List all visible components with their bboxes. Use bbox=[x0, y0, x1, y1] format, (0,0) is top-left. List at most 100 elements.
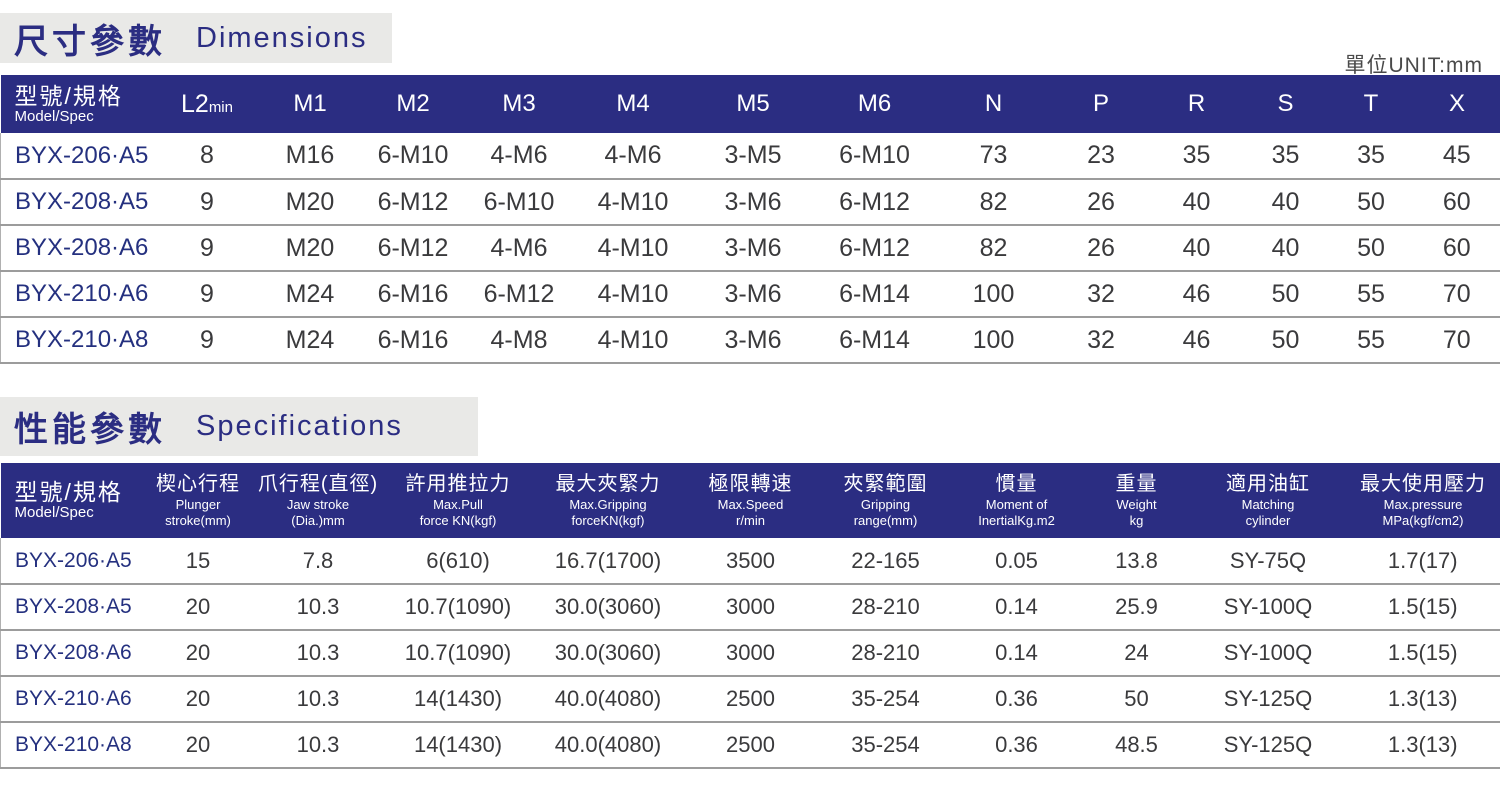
value-cell: 50 bbox=[1243, 271, 1329, 317]
model-spec-column-header: 型號/規格 Model/Spec bbox=[1, 75, 156, 133]
column-header-zh: 爪行程(直徑) bbox=[256, 472, 381, 497]
column-header: M5 bbox=[693, 75, 814, 133]
value-cell: 20 bbox=[141, 676, 256, 722]
value-cell: 70 bbox=[1414, 317, 1500, 363]
value-cell: 1.7(17) bbox=[1346, 538, 1500, 584]
model-cell: BYX-206·A5 bbox=[1, 538, 141, 584]
value-cell: 23 bbox=[1052, 133, 1151, 179]
value-cell: 40 bbox=[1243, 179, 1329, 225]
value-cell: 46 bbox=[1151, 271, 1243, 317]
value-cell: 70 bbox=[1414, 271, 1500, 317]
value-cell: 82 bbox=[936, 225, 1052, 271]
value-cell: 55 bbox=[1329, 271, 1414, 317]
value-cell: 50 bbox=[1083, 676, 1191, 722]
value-cell: 8 bbox=[156, 133, 259, 179]
value-cell: 10.3 bbox=[256, 676, 381, 722]
value-cell: 3-M6 bbox=[693, 225, 814, 271]
model-header-en: Model/Spec bbox=[15, 109, 156, 126]
column-header-en: Max.Speed r/min bbox=[681, 497, 821, 528]
column-header-zh: 慣量 bbox=[951, 472, 1083, 497]
value-cell: 6-M12 bbox=[814, 225, 936, 271]
value-cell: 3-M5 bbox=[693, 133, 814, 179]
value-cell: M16 bbox=[259, 133, 362, 179]
value-cell: 1.5(15) bbox=[1346, 584, 1500, 630]
column-header: R bbox=[1151, 75, 1243, 133]
column-header: N bbox=[936, 75, 1052, 133]
column-header-en: Max.Gripping forceKN(kgf) bbox=[536, 497, 681, 528]
value-cell: 6-M10 bbox=[465, 179, 574, 225]
value-cell: 35-254 bbox=[821, 676, 951, 722]
value-cell: 25.9 bbox=[1083, 584, 1191, 630]
value-cell: 46 bbox=[1151, 317, 1243, 363]
value-cell: 10.3 bbox=[256, 630, 381, 676]
value-cell: 26 bbox=[1052, 225, 1151, 271]
value-cell: 3-M6 bbox=[693, 271, 814, 317]
value-cell: 40 bbox=[1243, 225, 1329, 271]
value-cell: 9 bbox=[156, 271, 259, 317]
dimensions-title-en: Dimensions bbox=[196, 22, 368, 55]
value-cell: 6-M12 bbox=[465, 271, 574, 317]
column-header: X bbox=[1414, 75, 1500, 133]
column-header-zh: 夾緊範圍 bbox=[821, 472, 951, 497]
column-header: M1 bbox=[259, 75, 362, 133]
column-header: P bbox=[1052, 75, 1151, 133]
model-cell: BYX-210·A8 bbox=[1, 722, 141, 768]
value-cell: 3-M6 bbox=[693, 179, 814, 225]
model-cell: BYX-208·A5 bbox=[1, 584, 141, 630]
value-cell: 6-M14 bbox=[814, 317, 936, 363]
column-header: M4 bbox=[574, 75, 693, 133]
value-cell: 30.0(3060) bbox=[536, 630, 681, 676]
value-cell: 4-M10 bbox=[574, 317, 693, 363]
value-cell: 0.36 bbox=[951, 676, 1083, 722]
value-cell: 40.0(4080) bbox=[536, 722, 681, 768]
column-header-zh: 最大夾緊力 bbox=[536, 472, 681, 497]
value-cell: 100 bbox=[936, 271, 1052, 317]
value-cell: 0.14 bbox=[951, 630, 1083, 676]
value-cell: M20 bbox=[259, 179, 362, 225]
value-cell: 4-M6 bbox=[465, 133, 574, 179]
value-cell: 4-M6 bbox=[465, 225, 574, 271]
l2-label: L2 bbox=[181, 90, 209, 118]
value-cell: 6-M12 bbox=[362, 225, 465, 271]
value-cell: 20 bbox=[141, 584, 256, 630]
value-cell: 60 bbox=[1414, 179, 1500, 225]
column-header-en: Gripping range(mm) bbox=[821, 497, 951, 528]
value-cell: 2500 bbox=[681, 676, 821, 722]
value-cell: 50 bbox=[1329, 179, 1414, 225]
value-cell: 6-M12 bbox=[362, 179, 465, 225]
value-cell: 16.7(1700) bbox=[536, 538, 681, 584]
value-cell: 20 bbox=[141, 722, 256, 768]
value-cell: 50 bbox=[1329, 225, 1414, 271]
value-cell: 30.0(3060) bbox=[536, 584, 681, 630]
model-cell: BYX-208·A5 bbox=[1, 179, 156, 225]
model-header-en: Model/Spec bbox=[15, 505, 141, 522]
l2-subscript: min bbox=[209, 99, 233, 116]
value-cell: 6-M16 bbox=[362, 271, 465, 317]
column-header-en: Max.Pull force KN(kgf) bbox=[381, 497, 536, 528]
value-cell: 73 bbox=[936, 133, 1052, 179]
value-cell: 0.05 bbox=[951, 538, 1083, 584]
l2min-column-header: L2min bbox=[156, 75, 259, 133]
value-cell: M24 bbox=[259, 271, 362, 317]
unit-label: 單位UNIT:mm bbox=[1345, 49, 1484, 79]
model-cell: BYX-208·A6 bbox=[1, 225, 156, 271]
value-cell: 28-210 bbox=[821, 630, 951, 676]
value-cell: 0.14 bbox=[951, 584, 1083, 630]
column-header-en: Weight kg bbox=[1083, 497, 1191, 528]
value-cell: 6-M10 bbox=[814, 133, 936, 179]
value-cell: 40 bbox=[1151, 225, 1243, 271]
